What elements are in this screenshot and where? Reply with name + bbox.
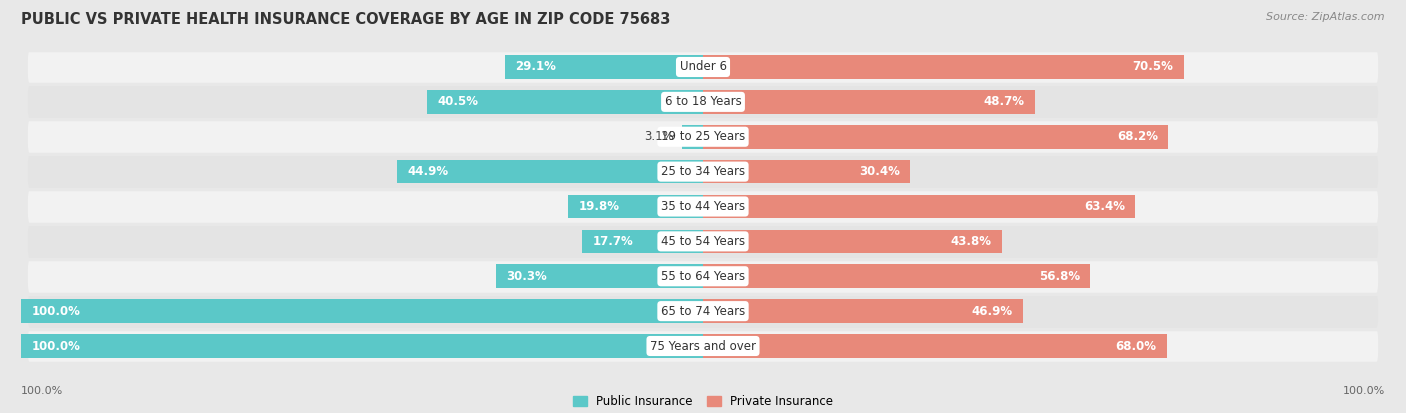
Text: 25 to 34 Years: 25 to 34 Years [661,165,745,178]
Bar [703,90,1035,114]
Text: Source: ZipAtlas.com: Source: ZipAtlas.com [1267,12,1385,22]
Bar [582,230,703,253]
Bar [427,90,703,114]
Text: 68.2%: 68.2% [1116,130,1157,143]
Text: 43.8%: 43.8% [950,235,991,248]
Text: 100.0%: 100.0% [21,387,63,396]
Text: 100.0%: 100.0% [31,305,80,318]
Bar [682,125,703,149]
FancyBboxPatch shape [28,120,1378,154]
Text: 55 to 64 Years: 55 to 64 Years [661,270,745,283]
FancyBboxPatch shape [28,224,1378,259]
Text: 19.8%: 19.8% [578,200,619,213]
Text: 6 to 18 Years: 6 to 18 Years [665,95,741,108]
FancyBboxPatch shape [28,85,1378,119]
Bar [568,195,703,218]
FancyBboxPatch shape [28,50,1378,84]
Text: 46.9%: 46.9% [972,305,1012,318]
Text: 29.1%: 29.1% [515,60,555,74]
Bar [703,55,1184,79]
Bar [505,55,703,79]
Text: Under 6: Under 6 [679,60,727,74]
Text: 30.3%: 30.3% [506,270,547,283]
Text: 68.0%: 68.0% [1115,339,1157,353]
Bar [396,160,703,183]
Bar [703,230,1001,253]
Bar [21,299,703,323]
Text: 56.8%: 56.8% [1039,270,1080,283]
Text: 75 Years and over: 75 Years and over [650,339,756,353]
Text: 3.1%: 3.1% [644,130,673,143]
Bar [703,160,910,183]
Bar [703,125,1168,149]
Text: 63.4%: 63.4% [1084,200,1125,213]
Text: 44.9%: 44.9% [408,165,449,178]
FancyBboxPatch shape [28,154,1378,189]
Text: 100.0%: 100.0% [31,339,80,353]
Bar [21,334,703,358]
Text: 40.5%: 40.5% [437,95,478,108]
Text: 30.4%: 30.4% [859,165,900,178]
Text: 48.7%: 48.7% [984,95,1025,108]
Bar [703,264,1090,288]
Legend: Public Insurance, Private Insurance: Public Insurance, Private Insurance [572,395,834,408]
Text: 17.7%: 17.7% [592,235,633,248]
FancyBboxPatch shape [28,259,1378,293]
Bar [703,195,1135,218]
FancyBboxPatch shape [28,329,1378,363]
FancyBboxPatch shape [28,294,1378,328]
Text: 100.0%: 100.0% [1343,387,1385,396]
Bar [703,299,1022,323]
Text: 19 to 25 Years: 19 to 25 Years [661,130,745,143]
Bar [496,264,703,288]
Text: 35 to 44 Years: 35 to 44 Years [661,200,745,213]
Text: PUBLIC VS PRIVATE HEALTH INSURANCE COVERAGE BY AGE IN ZIP CODE 75683: PUBLIC VS PRIVATE HEALTH INSURANCE COVER… [21,12,671,27]
Text: 45 to 54 Years: 45 to 54 Years [661,235,745,248]
Bar [703,334,1167,358]
FancyBboxPatch shape [28,190,1378,223]
Text: 70.5%: 70.5% [1133,60,1174,74]
Text: 65 to 74 Years: 65 to 74 Years [661,305,745,318]
